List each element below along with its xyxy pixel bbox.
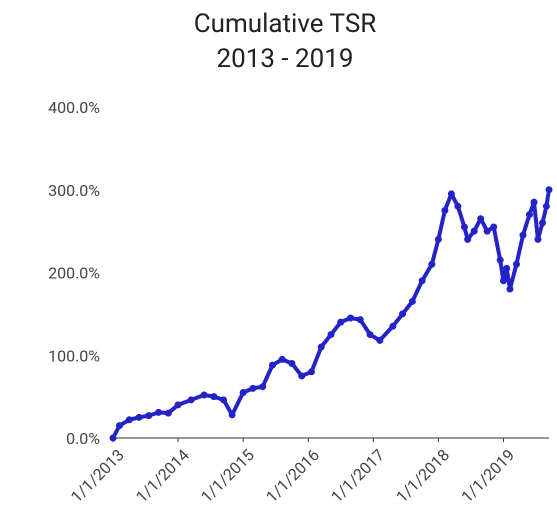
- point: [278, 355, 286, 363]
- point: [534, 235, 542, 243]
- x-tick-label: 1/1/2015: [197, 445, 258, 506]
- point: [464, 235, 472, 243]
- point: [545, 186, 553, 194]
- point: [220, 396, 228, 404]
- y-tick-label: 0.0%: [66, 429, 100, 448]
- point: [530, 198, 538, 206]
- y-tick-label: 200.0%: [48, 264, 100, 283]
- point: [490, 223, 498, 231]
- chart-title: Cumulative TSR: [194, 9, 377, 39]
- point: [477, 215, 485, 223]
- point: [506, 285, 514, 293]
- point: [428, 260, 436, 268]
- point: [249, 384, 257, 392]
- point: [268, 361, 276, 369]
- point: [337, 318, 345, 326]
- point: [519, 231, 527, 239]
- x-tick-label: 1/1/2013: [67, 445, 128, 506]
- x-tick-label: 1/1/2017: [327, 445, 388, 506]
- point: [174, 401, 182, 409]
- point: [376, 336, 384, 344]
- point: [155, 408, 163, 416]
- point: [210, 393, 218, 401]
- point: [347, 314, 355, 322]
- point: [499, 277, 507, 285]
- point: [399, 310, 407, 318]
- point: [356, 316, 364, 324]
- point: [164, 409, 172, 417]
- point: [454, 202, 462, 210]
- point: [483, 227, 491, 235]
- x-tick-label: 1/1/2019: [457, 445, 518, 506]
- x-tick-label: 1/1/2018: [392, 445, 453, 506]
- point: [389, 322, 397, 330]
- line: [111, 189, 551, 439]
- point: [418, 277, 426, 285]
- point: [470, 227, 478, 235]
- point: [125, 416, 133, 424]
- point: [116, 422, 124, 430]
- point: [538, 219, 546, 227]
- point: [496, 256, 504, 264]
- y-tick-label: 100.0%: [48, 346, 100, 365]
- point: [135, 413, 143, 421]
- point: [512, 260, 520, 268]
- point: [307, 368, 315, 376]
- point: [460, 223, 468, 231]
- point: [542, 202, 550, 210]
- chart-subtitle: 2013 - 2019: [217, 44, 354, 74]
- point: [317, 343, 325, 351]
- point: [145, 412, 153, 420]
- point: [298, 372, 306, 380]
- point: [239, 388, 247, 396]
- point: [200, 391, 208, 399]
- point: [259, 383, 267, 391]
- x-tick-label: 1/1/2016: [262, 445, 323, 506]
- point: [187, 396, 195, 404]
- point: [288, 360, 296, 368]
- point: [447, 190, 455, 198]
- point: [408, 297, 416, 305]
- point: [525, 211, 533, 219]
- point: [441, 206, 449, 214]
- y-tick-label: 300.0%: [48, 181, 100, 200]
- point: [327, 331, 335, 339]
- x-tick-label: 1/1/2014: [132, 445, 193, 506]
- point: [434, 235, 442, 243]
- point: [503, 264, 511, 272]
- y-tick-label: 400.0%: [48, 98, 100, 117]
- point: [109, 434, 117, 442]
- point: [366, 331, 374, 339]
- point: [228, 411, 236, 419]
